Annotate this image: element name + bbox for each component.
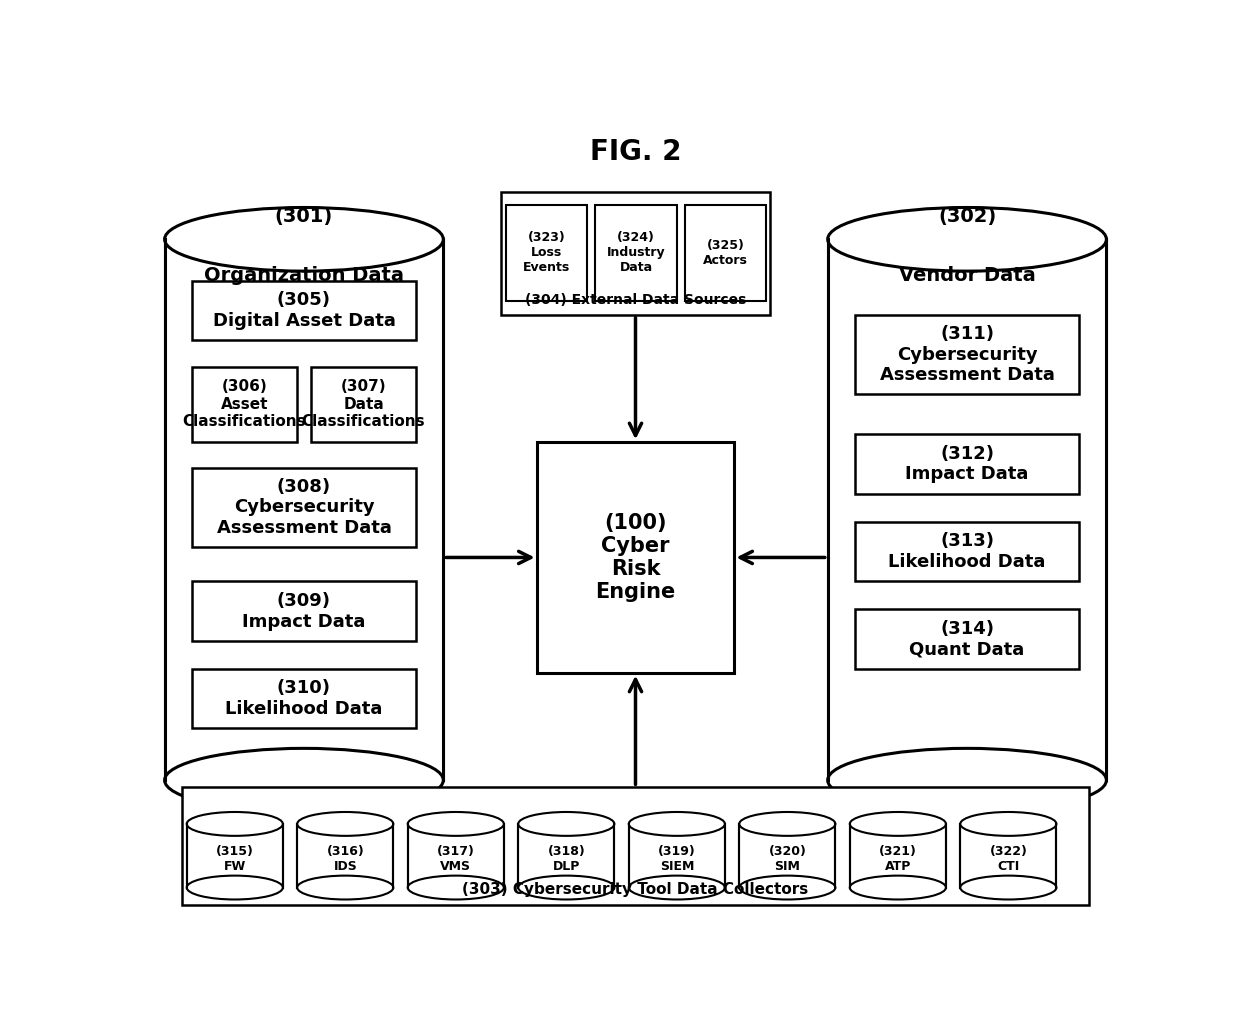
- Ellipse shape: [298, 876, 393, 900]
- Bar: [854, 434, 1080, 494]
- Text: FIG. 2: FIG. 2: [590, 137, 681, 166]
- Bar: [408, 824, 503, 887]
- Text: (309)
Impact Data: (309) Impact Data: [242, 592, 366, 630]
- Bar: [165, 240, 444, 780]
- Text: (307)
Data
Classifications: (307) Data Classifications: [301, 379, 425, 430]
- Text: (100)
Cyber
Risk
Engine: (100) Cyber Risk Engine: [595, 512, 676, 602]
- Ellipse shape: [827, 208, 1106, 271]
- Ellipse shape: [518, 812, 614, 836]
- Ellipse shape: [960, 876, 1056, 900]
- Bar: [684, 206, 766, 301]
- Text: (306)
Asset
Classifications: (306) Asset Classifications: [182, 379, 306, 430]
- Bar: [311, 367, 417, 442]
- Bar: [191, 468, 417, 547]
- Ellipse shape: [629, 876, 725, 900]
- Text: (324)
Industry
Data: (324) Industry Data: [606, 231, 666, 275]
- Text: (320)
SIM: (320) SIM: [769, 845, 806, 873]
- Bar: [960, 824, 1056, 887]
- Text: (314)
Quant Data: (314) Quant Data: [909, 620, 1024, 658]
- Text: (304) External Data Sources: (304) External Data Sources: [525, 293, 746, 307]
- Ellipse shape: [298, 812, 393, 836]
- Text: (322)
CTI: (322) CTI: [990, 845, 1027, 873]
- Ellipse shape: [408, 876, 503, 900]
- Ellipse shape: [187, 876, 283, 900]
- Bar: [849, 824, 946, 887]
- Bar: [191, 281, 417, 340]
- Text: (325)
Actors: (325) Actors: [703, 239, 748, 267]
- Text: (323)
Loss
Events: (323) Loss Events: [523, 231, 570, 275]
- Text: (317)
VMS: (317) VMS: [436, 845, 475, 873]
- Text: (316)
IDS: (316) IDS: [326, 845, 365, 873]
- Ellipse shape: [629, 812, 725, 836]
- Ellipse shape: [849, 876, 946, 900]
- Bar: [187, 824, 283, 887]
- Text: (319)
SIEM: (319) SIEM: [658, 845, 696, 873]
- Ellipse shape: [739, 876, 836, 900]
- Text: (301): (301): [275, 207, 334, 226]
- Text: Vendor Data: Vendor Data: [899, 265, 1035, 284]
- Bar: [537, 442, 734, 672]
- Bar: [595, 206, 677, 301]
- Text: (308)
Cybersecurity
Assessment Data: (308) Cybersecurity Assessment Data: [217, 477, 392, 537]
- Bar: [182, 787, 1089, 905]
- Ellipse shape: [187, 812, 283, 836]
- Bar: [501, 191, 770, 315]
- Ellipse shape: [827, 748, 1106, 812]
- Text: (311)
Cybersecurity
Assessment Data: (311) Cybersecurity Assessment Data: [879, 324, 1054, 384]
- Text: (303) Cybersecurity Tool Data Collectors: (303) Cybersecurity Tool Data Collectors: [463, 882, 808, 897]
- Bar: [739, 824, 836, 887]
- Text: (313)
Likelihood Data: (313) Likelihood Data: [888, 532, 1045, 571]
- Text: Organization Data: Organization Data: [203, 265, 404, 284]
- Bar: [854, 609, 1080, 668]
- Bar: [518, 824, 614, 887]
- Bar: [629, 824, 725, 887]
- Bar: [854, 315, 1080, 395]
- Bar: [191, 367, 298, 442]
- Text: (302): (302): [937, 207, 996, 226]
- Ellipse shape: [849, 812, 946, 836]
- Bar: [828, 240, 1106, 780]
- Bar: [506, 206, 588, 301]
- Ellipse shape: [408, 812, 503, 836]
- Bar: [191, 668, 417, 728]
- Bar: [191, 582, 417, 640]
- Ellipse shape: [165, 748, 444, 812]
- Text: (318)
DLP: (318) DLP: [547, 845, 585, 873]
- Ellipse shape: [518, 876, 614, 900]
- Text: (321)
ATP: (321) ATP: [879, 845, 916, 873]
- Ellipse shape: [739, 812, 836, 836]
- Text: (315)
FW: (315) FW: [216, 845, 254, 873]
- Text: (310)
Likelihood Data: (310) Likelihood Data: [226, 680, 383, 718]
- Text: (305)
Digital Asset Data: (305) Digital Asset Data: [212, 291, 396, 330]
- Text: (312)
Impact Data: (312) Impact Data: [905, 444, 1029, 483]
- Ellipse shape: [165, 208, 444, 271]
- Bar: [298, 824, 393, 887]
- Ellipse shape: [960, 812, 1056, 836]
- Bar: [854, 522, 1080, 582]
